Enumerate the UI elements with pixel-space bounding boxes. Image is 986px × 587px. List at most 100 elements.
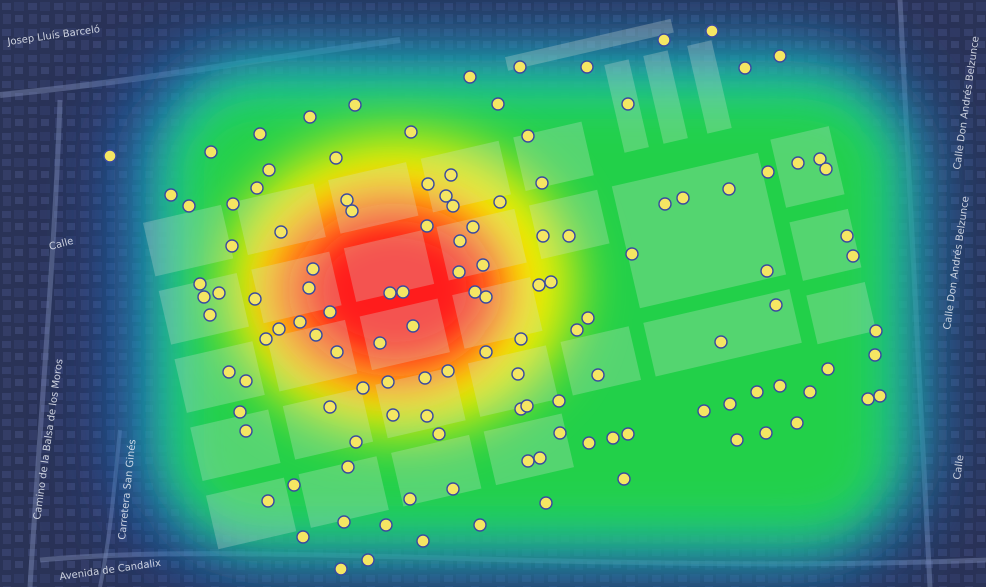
sample-point [479,290,493,304]
sample-point [293,315,307,329]
sample-point [730,433,744,447]
sample-point [868,348,882,362]
sample-point [441,364,455,378]
sample-point [773,379,787,393]
sample-point [581,311,595,325]
sample-point [813,152,827,166]
sample-point [621,97,635,111]
sample-point [676,191,690,205]
sample-point [420,409,434,423]
sample-point [591,368,605,382]
sample-point [233,405,247,419]
sample-point [760,264,774,278]
sample-point [197,290,211,304]
street-label-calle-right: Calle [952,454,966,480]
sample-point [349,435,363,449]
sample-point [296,530,310,544]
sample-point [420,219,434,233]
sample-point [869,324,883,338]
sample-point [570,323,584,337]
sample-point [513,60,527,74]
building-blocks [142,18,877,550]
sample-point [759,426,773,440]
sample-point [432,427,446,441]
sample-point [329,151,343,165]
sample-point [416,534,430,548]
sample-point [373,336,387,350]
sample-point [239,424,253,438]
sample-point [226,197,240,211]
sample-point [164,188,178,202]
sample-point [738,61,752,75]
sample-point [272,322,286,336]
sample-point [861,392,875,406]
sample-point [463,70,477,84]
sample-point [479,345,493,359]
sample-point [302,281,316,295]
heatmap-layer [110,40,930,580]
sample-point [846,249,860,263]
sample-point [203,308,217,322]
sample-point [520,399,534,413]
sample-point [253,127,267,141]
sample-point [466,220,480,234]
sample-point [274,225,288,239]
sample-point [617,472,631,486]
sample-point [361,553,375,567]
sample-point [444,168,458,182]
sample-point [345,204,359,218]
sample-point [821,362,835,376]
sample-point [625,247,639,261]
sample-point [340,193,354,207]
sample-point [722,182,736,196]
sample-point [657,33,671,47]
sample-point [532,278,546,292]
sample-point [539,496,553,510]
sample-point [493,195,507,209]
sample-point [439,189,453,203]
sample-point [840,229,854,243]
sample-point [323,400,337,414]
sample-point [404,125,418,139]
sample-point [309,328,323,342]
sample-point [334,562,348,576]
sample-point [259,332,273,346]
sample-point [803,385,817,399]
sample-point [103,149,117,163]
sample-point [723,397,737,411]
sample-point [658,197,672,211]
sample-point [421,177,435,191]
sample-point [521,129,535,143]
sample-point [476,258,490,272]
sample-point [491,97,505,111]
sample-point [535,176,549,190]
sample-point [697,404,711,418]
sample-point [468,285,482,299]
sample-point [303,110,317,124]
sample-point [383,286,397,300]
sample-point [714,335,728,349]
sample-point [262,163,276,177]
sample-point [473,518,487,532]
sample-point [580,60,594,74]
sample-point [337,515,351,529]
sample-point [819,162,833,176]
sample-point [582,436,596,450]
sample-point [544,275,558,289]
sample-point [446,482,460,496]
sample-point [621,427,635,441]
sample-point [446,199,460,213]
sample-point [606,431,620,445]
sample-point [250,181,264,195]
sample-point [790,416,804,430]
sample-point [791,156,805,170]
sample-point [348,98,362,112]
sample-point [212,286,226,300]
sample-point [403,492,417,506]
sample-point [261,494,275,508]
sample-point [341,460,355,474]
sample-point [873,389,887,403]
sample-point [761,165,775,179]
